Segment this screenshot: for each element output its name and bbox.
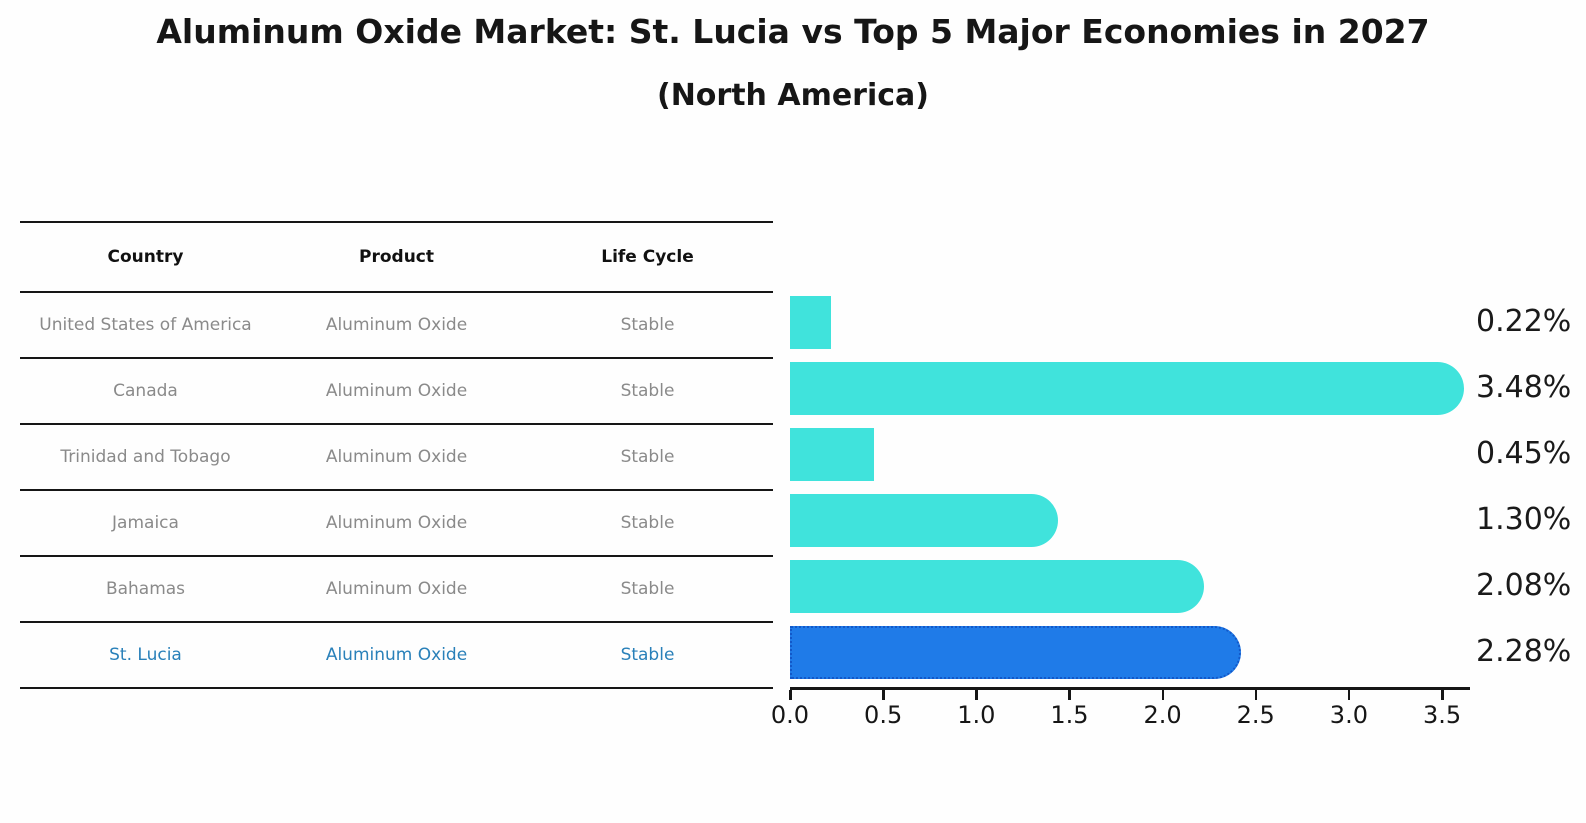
cell-product: Aluminum Oxide: [325, 645, 468, 665]
x-axis-tick: [1254, 690, 1258, 700]
table-row: Jamaica Aluminum Oxide Stable: [20, 491, 773, 557]
x-axis-tick: [1068, 690, 1071, 700]
table-body: United States of America Aluminum Oxide St…: [20, 293, 773, 689]
cell-product: Aluminum Oxide: [325, 381, 468, 401]
table-header-row: Country Product Life Cycle: [20, 223, 773, 293]
x-axis-tick-label: 1.0: [957, 701, 996, 729]
bar-value-label: 0.22%: [1476, 304, 1572, 339]
bar-value-label: 2.08%: [1476, 568, 1572, 603]
table-row: St. Lucia Aluminum Oxide Stable: [20, 623, 773, 689]
bar: [790, 295, 831, 349]
column-header-product: Product: [359, 247, 434, 267]
x-axis-tick: [789, 690, 792, 700]
x-axis-tick: [1161, 690, 1165, 700]
bar: [790, 559, 1204, 613]
bar-highlight-st-lucia: [790, 625, 1241, 679]
cell-life-cycle: Stable: [620, 447, 675, 467]
cell-country: Trinidad and Tobago: [60, 447, 231, 467]
column-header-country: Country: [107, 247, 184, 267]
x-axis-tick: [1441, 690, 1444, 700]
x-axis-tick: [1347, 690, 1351, 700]
bar: [790, 427, 874, 481]
bar: [790, 361, 1465, 415]
table-row: United States of America Aluminum Oxide St…: [20, 293, 773, 359]
x-axis-tick-label: 2.5: [1236, 701, 1275, 729]
cell-country: St. Lucia: [109, 645, 182, 665]
cell-country: Canada: [113, 381, 178, 401]
cell-country: United States of America: [39, 315, 252, 335]
cell-country: Jamaica: [112, 513, 179, 533]
cell-life-cycle: Stable: [620, 579, 675, 599]
bar-value-label: 1.30%: [1476, 502, 1572, 537]
table-row: Bahamas Aluminum Oxide Stable: [20, 557, 773, 623]
cell-product: Aluminum Oxide: [325, 513, 468, 533]
x-axis-tick: [975, 690, 978, 700]
cell-life-cycle: Stable: [620, 645, 675, 665]
bar: [790, 493, 1059, 547]
x-axis-tick-label: 3.0: [1329, 701, 1368, 729]
x-axis-tick: [882, 690, 885, 700]
x-axis-line: [790, 687, 1471, 690]
cell-life-cycle: Stable: [620, 513, 675, 533]
cell-country: Bahamas: [105, 579, 186, 599]
chart-title: Aluminum Oxide Market: St. Lucia vs Top …: [156, 12, 1430, 51]
x-axis-tick-label: 2.0: [1143, 701, 1182, 729]
bar-chart: [790, 289, 1490, 689]
table-row: Canada Aluminum Oxide Stable: [20, 359, 773, 425]
column-header-life-cycle: Life Cycle: [601, 247, 694, 267]
x-axis-tick-label: 3.5: [1422, 701, 1462, 729]
cell-product: Aluminum Oxide: [325, 447, 468, 467]
bar-value-label: 0.45%: [1476, 436, 1572, 471]
x-axis-tick-label: 0.5: [864, 701, 903, 729]
cell-product: Aluminum Oxide: [325, 579, 468, 599]
cell-life-cycle: Stable: [620, 381, 675, 401]
cell-life-cycle: Stable: [620, 315, 675, 335]
cell-product: Aluminum Oxide: [325, 315, 468, 335]
x-axis-tick-label: 1.5: [1050, 701, 1089, 729]
table-row: Trinidad and Tobago Aluminum Oxide Stable: [20, 425, 773, 491]
bar-value-label: 3.48%: [1476, 370, 1572, 405]
x-axis-tick-label: 0.0: [770, 701, 810, 729]
country-table: Country Product Life Cycle United States…: [20, 221, 773, 689]
bar-value-label: 2.28%: [1476, 634, 1572, 669]
chart-subtitle: (North America): [656, 78, 929, 113]
